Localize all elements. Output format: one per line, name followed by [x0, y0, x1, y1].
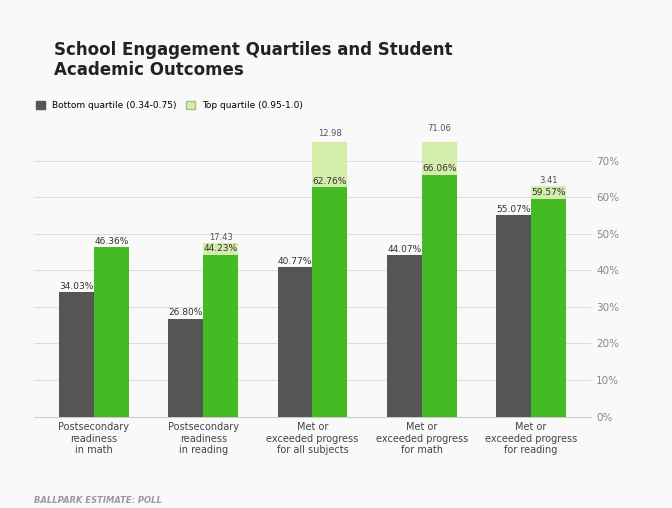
Bar [531, 199, 566, 417]
Text: 34.03%: 34.03% [59, 281, 93, 291]
Bar [422, 135, 457, 417]
Text: 66.06%: 66.06% [422, 165, 456, 173]
Text: 46.36%: 46.36% [94, 237, 128, 245]
Bar [203, 255, 238, 417]
Bar [203, 243, 238, 417]
Text: 40.77%: 40.77% [278, 257, 312, 266]
Text: 26.80%: 26.80% [169, 308, 203, 317]
Legend: Bottom quartile (0.34-0.75), Top quartile (0.95-1.0): Bottom quartile (0.34-0.75), Top quartil… [32, 98, 306, 114]
Text: 44.23%: 44.23% [204, 244, 238, 253]
Bar [531, 186, 566, 417]
Bar [94, 247, 129, 417]
Bar [278, 267, 312, 417]
Text: 44.07%: 44.07% [387, 245, 421, 254]
Text: BALLPARK ESTIMATE: POLL: BALLPARK ESTIMATE: POLL [34, 496, 161, 505]
Bar [312, 140, 347, 417]
Text: School Engagement Quartiles and Student
Academic Outcomes: School Engagement Quartiles and Student … [54, 41, 452, 79]
Bar [387, 256, 422, 417]
Text: 62.76%: 62.76% [312, 177, 347, 185]
Text: 12.98: 12.98 [318, 129, 342, 138]
Text: 71.06: 71.06 [427, 124, 451, 133]
Bar [312, 187, 347, 417]
Bar [168, 319, 203, 417]
Text: 59.57%: 59.57% [532, 188, 566, 197]
Text: 55.07%: 55.07% [497, 205, 531, 214]
Bar [496, 215, 531, 417]
Text: 3.41: 3.41 [539, 176, 558, 185]
Bar [59, 292, 94, 417]
Bar [422, 175, 457, 417]
Text: 17.43: 17.43 [209, 233, 233, 242]
